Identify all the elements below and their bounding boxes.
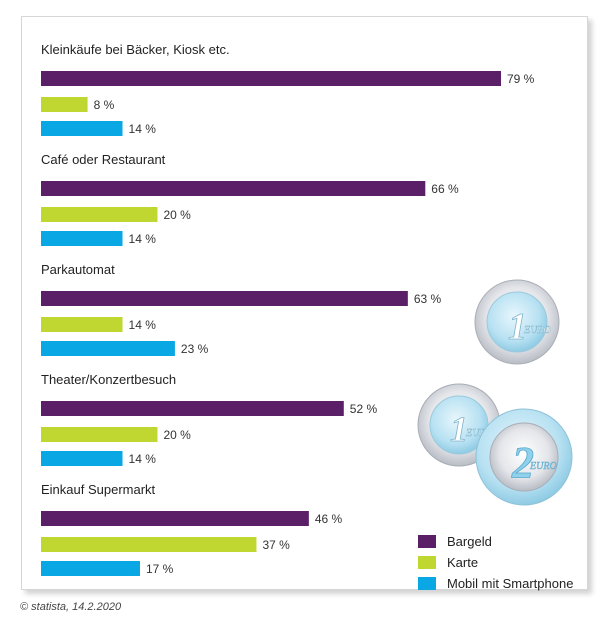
bar-karte [41,537,257,552]
value-label: 20 % [163,208,191,222]
value-label: 23 % [181,342,209,356]
legend-swatch [418,577,436,590]
value-label: 17 % [146,562,174,576]
bar-mobil-mit-smartphone [41,231,123,246]
legend-swatch [418,556,436,569]
bar-karte [41,97,88,112]
value-label: 52 % [350,402,378,416]
one-euro-coin: 1 EURO [474,279,560,365]
svg-text:EURO: EURO [465,428,493,439]
bar-mobil-mit-smartphone [41,561,140,576]
coin-1-value: 1 [508,306,527,348]
value-label: 8 % [94,98,115,112]
bar-bargeld [41,401,344,416]
bar-karte [41,207,158,222]
bar-bargeld [41,181,426,196]
value-label: 46 % [315,512,343,526]
bar-chart: Kleinkäufe bei Bäcker, Kiosk etc. 79 % 8 %… [41,42,573,576]
value-label: 79 % [507,72,535,86]
coin-1-label: EURO [523,325,551,336]
coin-2-label: EURO [529,461,557,472]
category-label: Café oder Restaurant [41,152,166,167]
legend-item: Mobil mit Smartphone [418,573,573,594]
two-euro-coin: 2 EURO [475,408,573,506]
legend-item: Bargeld [418,531,573,552]
bar-karte [41,427,158,442]
legend-label: Karte [447,555,479,570]
legend-label: Mobil mit Smartphone [447,576,574,591]
bar-mobil-mit-smartphone [41,451,123,466]
bar-karte [41,317,123,332]
category-label: Theater/Konzertbesuch [41,372,176,387]
bar-bargeld [41,291,408,306]
legend: Bargeld Karte Mobil mit Smartphone [418,531,573,594]
value-label: 63 % [414,292,442,306]
legend-label: Bargeld [447,534,492,549]
value-label: 37 % [262,538,290,552]
bar-bargeld [41,511,309,526]
value-label: 14 % [129,122,157,136]
legend-item: Karte [418,552,573,573]
value-label: 14 % [129,232,157,246]
chart-card: Kleinkäufe bei Bäcker, Kiosk etc. 79 % 8 %… [21,16,588,591]
source-note: © statista, 14.2.2020 [20,601,122,613]
svg-text:1: 1 [450,409,468,449]
category-label: Kleinkäufe bei Bäcker, Kiosk etc. [41,42,230,57]
value-label: 66 % [431,182,459,196]
category-label: Parkautomat [41,262,115,277]
bar-mobil-mit-smartphone [41,121,123,136]
value-label: 14 % [129,452,157,466]
bar-bargeld [41,71,501,86]
category-label: Einkauf Supermarkt [41,482,156,497]
legend-swatch [418,535,436,548]
value-label: 20 % [163,428,191,442]
one-euro-coin-small: 1 EURO [417,383,501,467]
value-label: 14 % [129,318,157,332]
coin-2-value: 2 [511,438,534,487]
bar-mobil-mit-smartphone [41,341,175,356]
